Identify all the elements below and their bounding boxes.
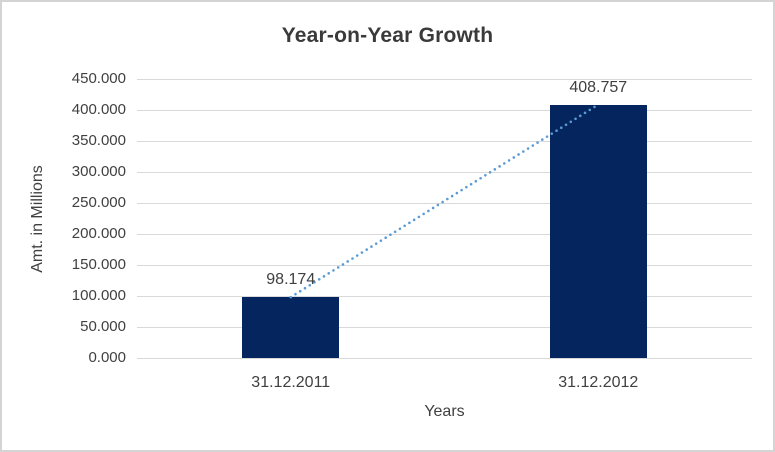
gridline	[137, 140, 752, 142]
chart-title: Year-on-Year Growth	[281, 24, 494, 47]
y-tick-label: 450.000	[71, 70, 126, 87]
y-tick-label: 0.000	[88, 349, 126, 366]
y-tick-label: 300.000	[71, 163, 126, 180]
gridline	[137, 202, 752, 204]
gridline	[137, 171, 752, 173]
y-tick-label: 250.000	[71, 194, 126, 211]
x-axis-title: Years	[424, 403, 465, 420]
gridline	[137, 295, 752, 297]
bar-31.12.2011	[242, 297, 340, 358]
y-tick-label: 50.000	[80, 318, 126, 335]
x-tick-label: 31.12.2011	[251, 374, 331, 391]
data-label-31.12.2011: 98.174	[266, 271, 316, 289]
x-tick-label: 31.12.2012	[558, 374, 639, 391]
gridline	[137, 233, 752, 235]
gridline	[137, 326, 752, 328]
y-tick-label: 200.000	[71, 225, 126, 242]
data-label-31.12.2012: 408.757	[569, 78, 628, 96]
y-tick-label: 400.000	[71, 101, 126, 118]
y-tick-label: 100.000	[71, 287, 126, 304]
gridline	[137, 78, 752, 80]
bar-31.12.2012	[549, 104, 647, 358]
gridline	[137, 264, 752, 266]
y-tick-label: 350.000	[71, 132, 126, 149]
gridline	[137, 109, 752, 111]
gridline	[137, 357, 752, 359]
y-tick-label: 150.000	[71, 256, 126, 273]
